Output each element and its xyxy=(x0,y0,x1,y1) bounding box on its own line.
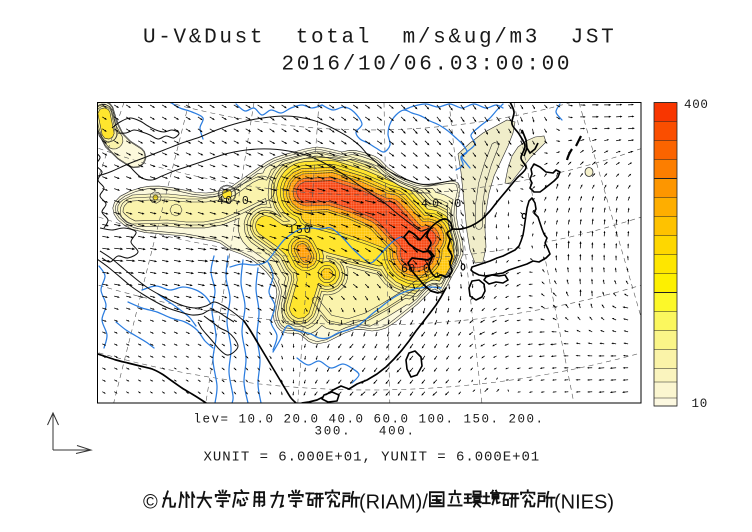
svg-text:400: 400 xyxy=(684,98,709,112)
svg-text:10: 10 xyxy=(692,397,708,411)
svg-text:40.0: 40.0 xyxy=(217,195,250,208)
svg-text:©: © xyxy=(143,492,158,514)
svg-text:2016/10/06.03:00:00: 2016/10/06.03:00:00 xyxy=(282,54,573,77)
svg-text:U-V&Dust total m/s&ug/m3 JS: U-V&Dust total m/s&ug/m3 JST xyxy=(143,27,616,50)
svg-text:300. 400.: 300. 400. xyxy=(315,425,416,439)
svg-text:XUNIT = 6.000E+01, YUNIT = 6.0: XUNIT = 6.000E+01, YUNIT = 6.000E+01 xyxy=(204,450,541,466)
svg-text:60.0: 60.0 xyxy=(401,263,430,276)
svg-text:lev= 10.0 20.0 40.0 60.0 100.: lev= 10.0 20.0 40.0 60.0 100. 150. 200. xyxy=(194,413,545,427)
svg-text:(NIES): (NIES) xyxy=(554,492,614,514)
svg-text:40.0: 40.0 xyxy=(421,198,465,211)
svg-text:(RIAM)/: (RIAM)/ xyxy=(359,492,428,514)
svg-text:150: 150 xyxy=(288,224,312,237)
